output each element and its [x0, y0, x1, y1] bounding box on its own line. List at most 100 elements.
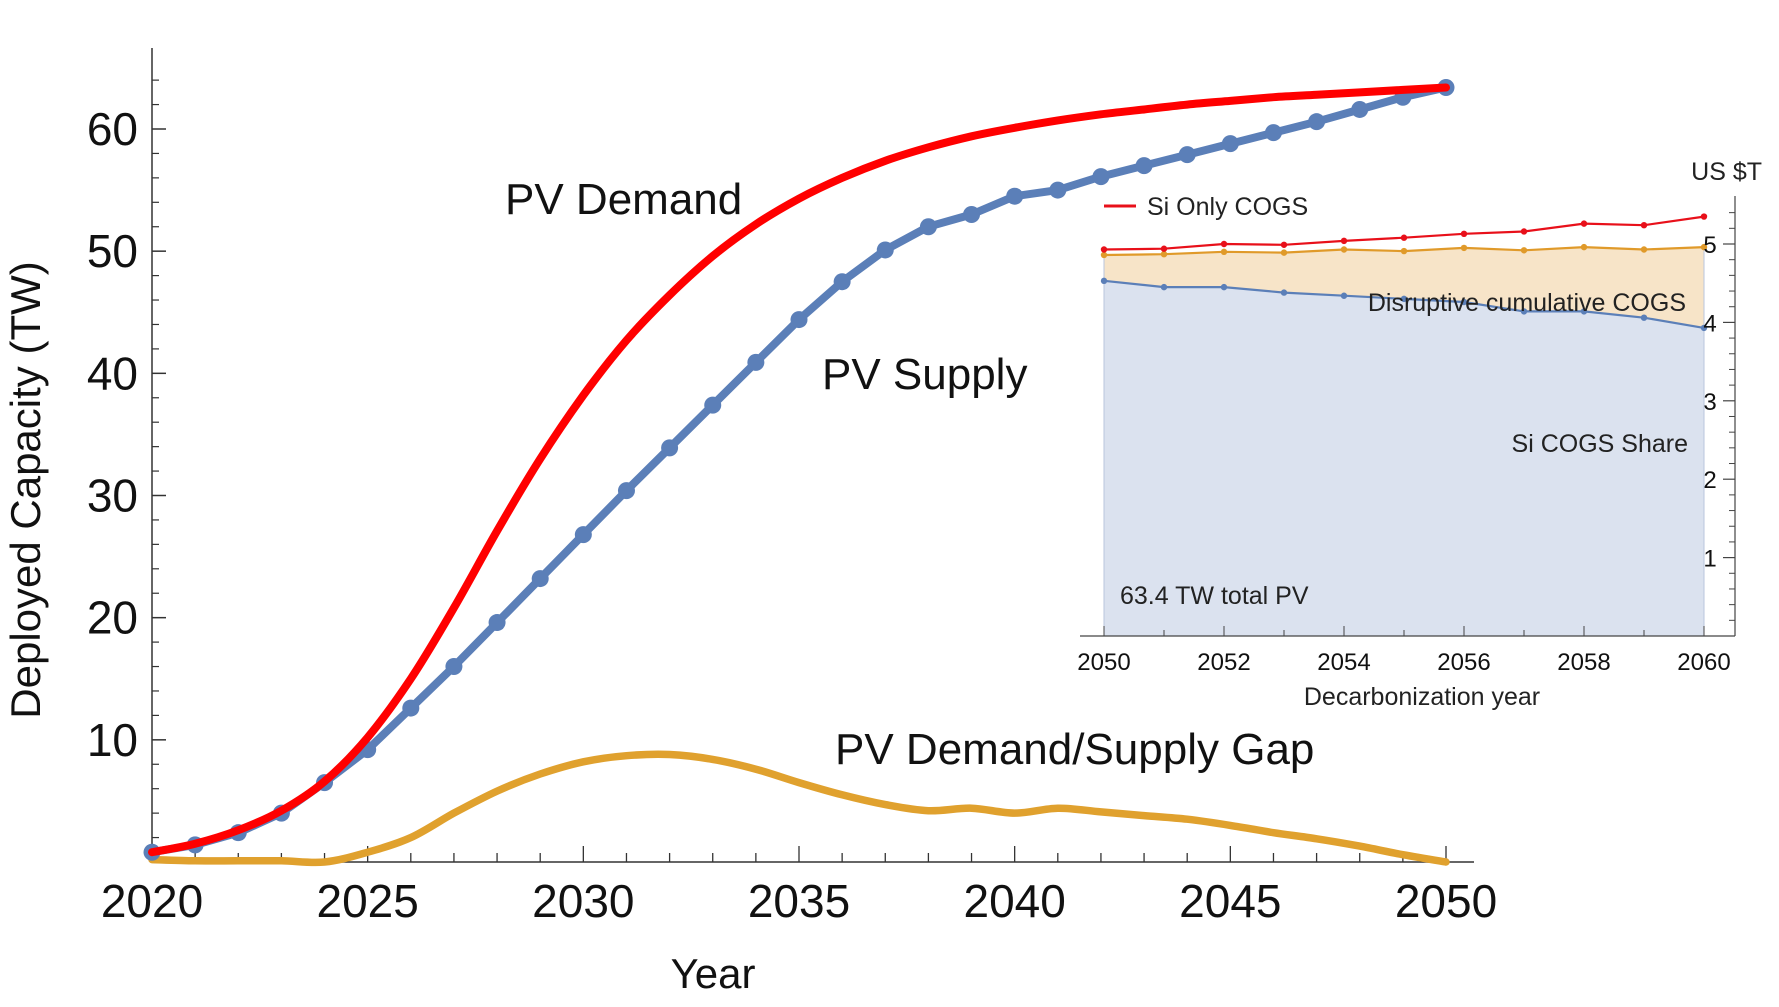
inset-point-si-cogs-share [1400, 295, 1408, 303]
x-tick-label: 2035 [748, 875, 850, 927]
inset-x-axis-label: Decarbonization year [1304, 683, 1540, 711]
legend-label-si-only-cogs: Si Only COGS [1147, 193, 1308, 221]
inset-disruptive-cogs-annotation: Disruptive cumulative COGS [1368, 289, 1686, 317]
data-point-pv-supply [445, 658, 463, 676]
inset-point-si-only-cogs [1220, 240, 1228, 248]
inset-x-tick-label: 2050 [1077, 649, 1130, 676]
x-tick-label: 2040 [963, 875, 1065, 927]
inset-point-disruptive-cumulative-cogs [1400, 247, 1408, 255]
data-point-pv-supply [790, 311, 808, 329]
inset-series [1100, 213, 1708, 332]
main-series [143, 78, 1455, 867]
inset-total-pv-annotation: 63.4 TW total PV [1120, 582, 1309, 610]
inset-y-tick-label: 2 [1703, 467, 1716, 494]
data-point-pv-supply [963, 206, 981, 224]
data-point-pv-supply [531, 570, 549, 588]
inset-si-cogs-share-annotation: Si COGS Share [1512, 430, 1688, 458]
inset-point-si-cogs-share [1220, 283, 1228, 291]
y-axis-label: Deployed Capacity (TW) [2, 261, 49, 718]
inset-point-disruptive-cumulative-cogs [1640, 246, 1648, 253]
inset-point-si-cogs-share [1460, 298, 1468, 306]
inset-y-tick-label: 4 [1703, 310, 1716, 337]
pv-gap-annotation: PV Demand/Supply Gap [835, 725, 1314, 774]
data-point-pv-supply [574, 526, 592, 544]
data-point-pv-supply [402, 699, 420, 717]
y-tick-label: 50 [87, 225, 138, 277]
inset-point-si-cogs-share [1580, 308, 1588, 315]
inset-point-disruptive-cumulative-cogs [1340, 246, 1348, 253]
series-line-pv-demand-supply-gap [148, 750, 1450, 867]
inset-point-si-only-cogs [1700, 213, 1708, 220]
x-tick-label: 2030 [532, 875, 634, 927]
main-axes [151, 48, 1474, 863]
inset-ticks: 1 2 3 4 5 2050 2052 2054 2056 2058 2060 [1077, 212, 1735, 676]
pv-demand-annotation: PV Demand [505, 175, 742, 224]
inset-x-tick-label: 2058 [1557, 649, 1610, 676]
series-line-pv-demand [148, 83, 1450, 857]
inset-point-disruptive-cumulative-cogs [1580, 243, 1588, 251]
inset-point-si-only-cogs [1400, 234, 1408, 241]
inset-line-si-only-cogs [1103, 215, 1705, 251]
data-point-pv-supply [1264, 124, 1282, 142]
x-tick-label: 2050 [1395, 875, 1497, 927]
inset-y-tick-label: 1 [1703, 546, 1716, 573]
data-point-pv-supply [617, 482, 635, 500]
inset-point-si-only-cogs [1520, 228, 1528, 235]
data-point-pv-supply [704, 396, 722, 414]
inset-point-si-cogs-share [1340, 292, 1348, 299]
data-point-pv-supply [919, 218, 937, 236]
inset-point-si-only-cogs [1640, 221, 1648, 229]
inset-x-tick-label: 2052 [1197, 649, 1250, 676]
inset-y-unit-label: US $T [1691, 158, 1762, 186]
y-tick-label: 20 [87, 592, 138, 644]
data-point-pv-supply [1049, 181, 1067, 199]
inset-legend: Si Only COGS [1104, 193, 1308, 221]
y-tick-label: 40 [87, 347, 138, 399]
y-tick-label: 60 [87, 103, 138, 155]
inset-areas [1103, 247, 1705, 636]
inset-point-si-cogs-share [1520, 308, 1528, 315]
inset-point-si-only-cogs [1160, 245, 1168, 252]
inset-x-tick-label: 2056 [1437, 649, 1490, 676]
data-point-pv-supply [833, 273, 851, 291]
inset-y-tick-label: 5 [1703, 232, 1716, 259]
inset-point-disruptive-cumulative-cogs [1280, 249, 1288, 256]
inset-point-si-cogs-share [1640, 314, 1648, 321]
x-tick-label: 2025 [316, 875, 418, 927]
inset-point-si-cogs-share [1160, 283, 1168, 291]
inset-point-disruptive-cumulative-cogs [1160, 250, 1168, 258]
data-point-pv-supply [1006, 187, 1024, 205]
inset-point-si-only-cogs [1580, 220, 1588, 227]
x-tick-label: 2020 [101, 875, 203, 927]
inset-point-si-only-cogs [1100, 246, 1108, 253]
inset-x-tick-label: 2060 [1677, 649, 1730, 676]
pv-supply-annotation: PV Supply [822, 350, 1027, 399]
x-tick-label: 2045 [1179, 875, 1281, 927]
data-point-pv-supply [1092, 168, 1110, 186]
inset-point-si-only-cogs [1280, 241, 1288, 248]
data-point-pv-supply [1351, 100, 1369, 118]
inset-y-tick-label: 3 [1703, 389, 1716, 416]
inset-chart: 1 2 3 4 5 2050 2052 2054 2056 2058 2060 US $T Deca… [1077, 158, 1762, 711]
inset-x-tick-label: 2054 [1317, 649, 1370, 676]
inset-point-si-cogs-share [1100, 277, 1108, 285]
data-point-pv-supply [1178, 146, 1196, 164]
inset-point-disruptive-cumulative-cogs [1700, 243, 1708, 251]
data-point-pv-supply [747, 353, 765, 371]
data-point-pv-supply [1308, 113, 1326, 131]
y-tick-label: 30 [87, 470, 138, 522]
x-axis-label: Year [671, 950, 756, 997]
area-disruptive-cumulative-cogs [1104, 247, 1704, 328]
inset-point-disruptive-cumulative-cogs [1220, 248, 1228, 256]
data-point-pv-supply [1135, 157, 1153, 175]
inset-point-disruptive-cumulative-cogs [1460, 244, 1468, 252]
inset-point-disruptive-cumulative-cogs [1100, 251, 1108, 259]
inset-point-si-cogs-share [1700, 324, 1708, 332]
inset-point-si-only-cogs [1460, 230, 1468, 238]
inset-point-disruptive-cumulative-cogs [1520, 247, 1528, 254]
data-point-pv-supply [488, 614, 506, 632]
